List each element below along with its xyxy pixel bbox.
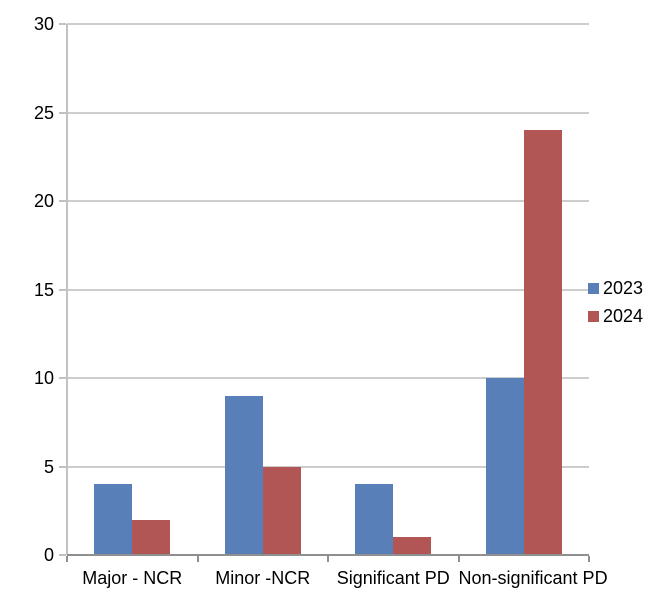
x-tick-4 [588,556,590,562]
x-axis-line [67,554,589,556]
y-tick-5 [59,465,66,468]
legend-swatch-2024 [588,310,599,322]
x-tick-1 [196,556,199,562]
legend-label-2024: 2024 [603,306,644,326]
legend-swatch-2023 [588,282,599,294]
y-tick-30 [59,23,66,25]
y-tick-15 [59,288,66,291]
x-category-label-major-ncr: Major - NCR [82,568,183,588]
y-tick-label-20: 20 [33,191,54,211]
legend-label-2023: 2023 [603,278,644,298]
y-tick-label-25: 25 [33,102,54,123]
x-category-label-significant-pd: Significant PD [336,568,450,588]
y-tick-label-5: 5 [43,456,54,477]
y-tick-25 [59,111,66,114]
bar-2023-significant-pd [355,484,394,555]
bar-2023-minor-ncr [224,395,263,555]
gridline-25 [67,111,589,114]
legend-item-2023: 2023 [588,278,643,298]
y-tick-10 [59,377,66,379]
bar-2024-non-significant-pd [523,130,562,555]
y-tick-label-30: 30 [33,14,54,34]
gridline-5 [67,465,589,468]
gridline-10 [67,377,589,379]
y-tick-label-0: 0 [43,545,54,565]
gridline-20 [67,200,589,202]
bar-2024-significant-pd [393,537,432,555]
gridline-15 [67,288,589,291]
x-category-label-minor-ncr: Minor -NCR [215,568,311,588]
x-tick-3 [457,556,460,562]
x-category-label-non-significant-pd: Non-significant PD [458,568,608,588]
y-tick-20 [59,200,66,202]
y-tick-label-15: 15 [33,279,54,300]
y-tick-0 [59,554,66,556]
bar-2023-non-significant-pd [485,378,524,555]
gridline-30 [67,23,589,25]
bar-2024-major-ncr [132,519,171,555]
y-tick-label-10: 10 [33,368,54,388]
y-axis-line [66,24,68,555]
legend-item-2024: 2024 [588,306,643,326]
bar-2023-major-ncr [94,484,133,555]
x-tick-0 [66,556,68,562]
bar-2024-minor-ncr [262,466,301,555]
x-tick-2 [327,556,329,562]
